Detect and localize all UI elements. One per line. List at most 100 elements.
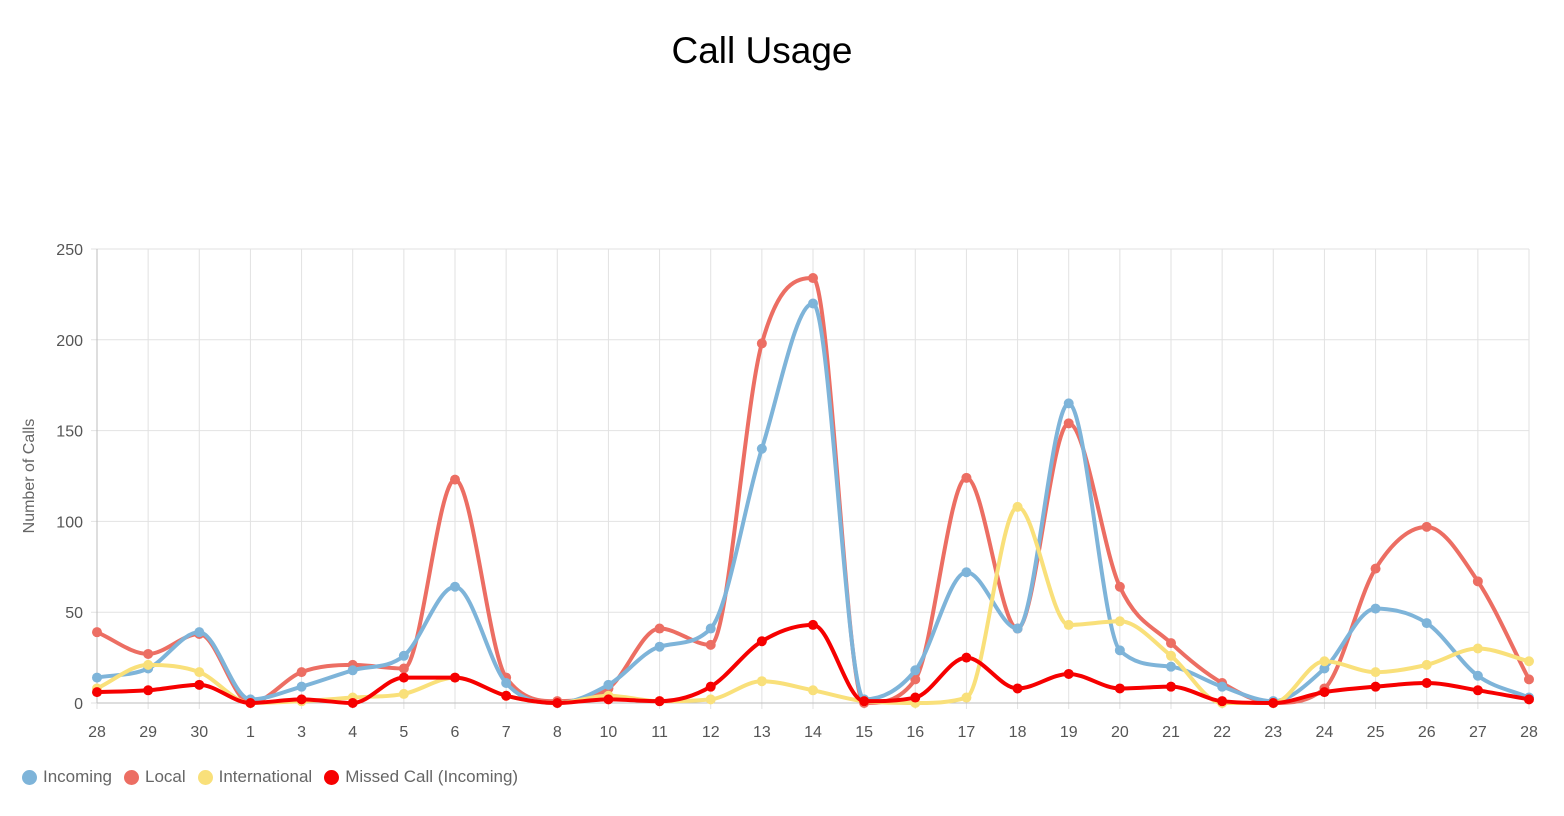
data-point[interactable]: [1063, 418, 1074, 429]
legend-item[interactable]: Missed Call (Incoming): [324, 767, 518, 787]
data-point[interactable]: [1421, 659, 1432, 670]
data-point[interactable]: [501, 678, 512, 689]
data-point[interactable]: [1114, 645, 1125, 656]
data-point[interactable]: [1421, 521, 1432, 532]
grid: [91, 248, 1530, 709]
data-point[interactable]: [143, 685, 154, 696]
data-point[interactable]: [1166, 681, 1176, 692]
data-point[interactable]: [1370, 681, 1381, 692]
data-point[interactable]: [808, 619, 818, 630]
data-point[interactable]: [1114, 616, 1125, 627]
x-tick-label: 21: [1162, 724, 1180, 741]
data-point[interactable]: [1524, 656, 1534, 667]
data-point[interactable]: [910, 665, 921, 676]
data-point[interactable]: [756, 636, 767, 647]
data-point[interactable]: [347, 698, 358, 708]
data-point[interactable]: [705, 623, 716, 634]
data-point[interactable]: [654, 641, 665, 652]
data-point[interactable]: [450, 474, 460, 485]
data-point[interactable]: [501, 690, 512, 701]
data-point[interactable]: [910, 674, 921, 685]
data-point[interactable]: [194, 627, 205, 638]
data-point[interactable]: [1166, 661, 1176, 672]
data-point[interactable]: [92, 627, 102, 638]
data-point[interactable]: [398, 663, 409, 674]
data-point[interactable]: [1472, 685, 1483, 696]
data-point[interactable]: [603, 694, 614, 705]
data-point[interactable]: [1217, 681, 1228, 692]
data-point[interactable]: [756, 676, 767, 687]
legend-item[interactable]: Incoming: [22, 767, 112, 787]
data-point[interactable]: [808, 273, 818, 284]
data-point[interactable]: [1114, 581, 1125, 592]
data-point[interactable]: [1114, 683, 1125, 694]
data-point[interactable]: [654, 623, 665, 634]
data-point[interactable]: [808, 685, 818, 696]
x-tick-label: 30: [190, 724, 208, 741]
data-point[interactable]: [1063, 398, 1074, 409]
data-point[interactable]: [143, 659, 154, 670]
data-point[interactable]: [859, 696, 870, 707]
legend-item[interactable]: International: [197, 767, 312, 787]
data-point[interactable]: [450, 672, 460, 683]
data-point[interactable]: [961, 652, 972, 663]
data-point[interactable]: [705, 694, 716, 705]
x-tick-label: 12: [702, 724, 720, 741]
data-point[interactable]: [398, 672, 409, 683]
data-point[interactable]: [705, 681, 716, 692]
data-point[interactable]: [296, 694, 307, 705]
data-point[interactable]: [1012, 623, 1023, 634]
data-point[interactable]: [194, 679, 205, 690]
legend-swatch: [324, 769, 340, 785]
data-point[interactable]: [961, 567, 972, 578]
data-point[interactable]: [603, 679, 614, 690]
data-point[interactable]: [961, 472, 972, 483]
data-point[interactable]: [1063, 668, 1074, 679]
data-point[interactable]: [194, 667, 205, 678]
data-point[interactable]: [1421, 618, 1432, 629]
data-point[interactable]: [961, 692, 972, 703]
data-point[interactable]: [1472, 643, 1483, 654]
y-tick-label: 50: [65, 605, 83, 622]
data-point[interactable]: [398, 688, 409, 699]
data-point[interactable]: [1319, 656, 1330, 667]
data-point[interactable]: [1370, 667, 1381, 678]
data-point[interactable]: [808, 298, 818, 309]
data-point[interactable]: [1370, 603, 1381, 614]
data-point[interactable]: [1370, 563, 1381, 574]
data-point[interactable]: [1268, 698, 1279, 708]
data-point[interactable]: [1166, 638, 1176, 649]
data-point[interactable]: [92, 687, 102, 698]
data-point[interactable]: [756, 443, 767, 454]
data-point[interactable]: [92, 672, 102, 683]
data-point[interactable]: [296, 681, 307, 692]
data-point[interactable]: [296, 667, 307, 678]
data-point[interactable]: [450, 581, 460, 592]
y-tick-label: 0: [74, 696, 83, 713]
data-point[interactable]: [1012, 683, 1023, 694]
data-point[interactable]: [1319, 687, 1330, 698]
data-point[interactable]: [1472, 670, 1483, 681]
data-point[interactable]: [245, 698, 256, 708]
data-point[interactable]: [1524, 674, 1534, 685]
x-tick-label: 5: [399, 724, 408, 741]
data-point[interactable]: [910, 692, 921, 703]
data-point[interactable]: [705, 639, 716, 650]
data-point[interactable]: [347, 665, 358, 676]
data-point[interactable]: [1217, 696, 1228, 707]
data-point[interactable]: [654, 696, 665, 707]
data-point[interactable]: [398, 650, 409, 661]
data-point[interactable]: [1472, 576, 1483, 587]
data-point[interactable]: [1063, 619, 1074, 630]
data-point[interactable]: [1421, 678, 1432, 689]
data-point[interactable]: [1166, 650, 1176, 661]
x-tick-label: 14: [804, 724, 822, 741]
data-point[interactable]: [1524, 694, 1534, 705]
data-point[interactable]: [1012, 501, 1023, 512]
legend-item[interactable]: Local: [123, 767, 186, 787]
data-point[interactable]: [1319, 663, 1330, 674]
data-point[interactable]: [143, 648, 154, 659]
data-point[interactable]: [756, 338, 767, 349]
data-point[interactable]: [552, 698, 563, 708]
x-tick-label: 26: [1418, 724, 1436, 741]
